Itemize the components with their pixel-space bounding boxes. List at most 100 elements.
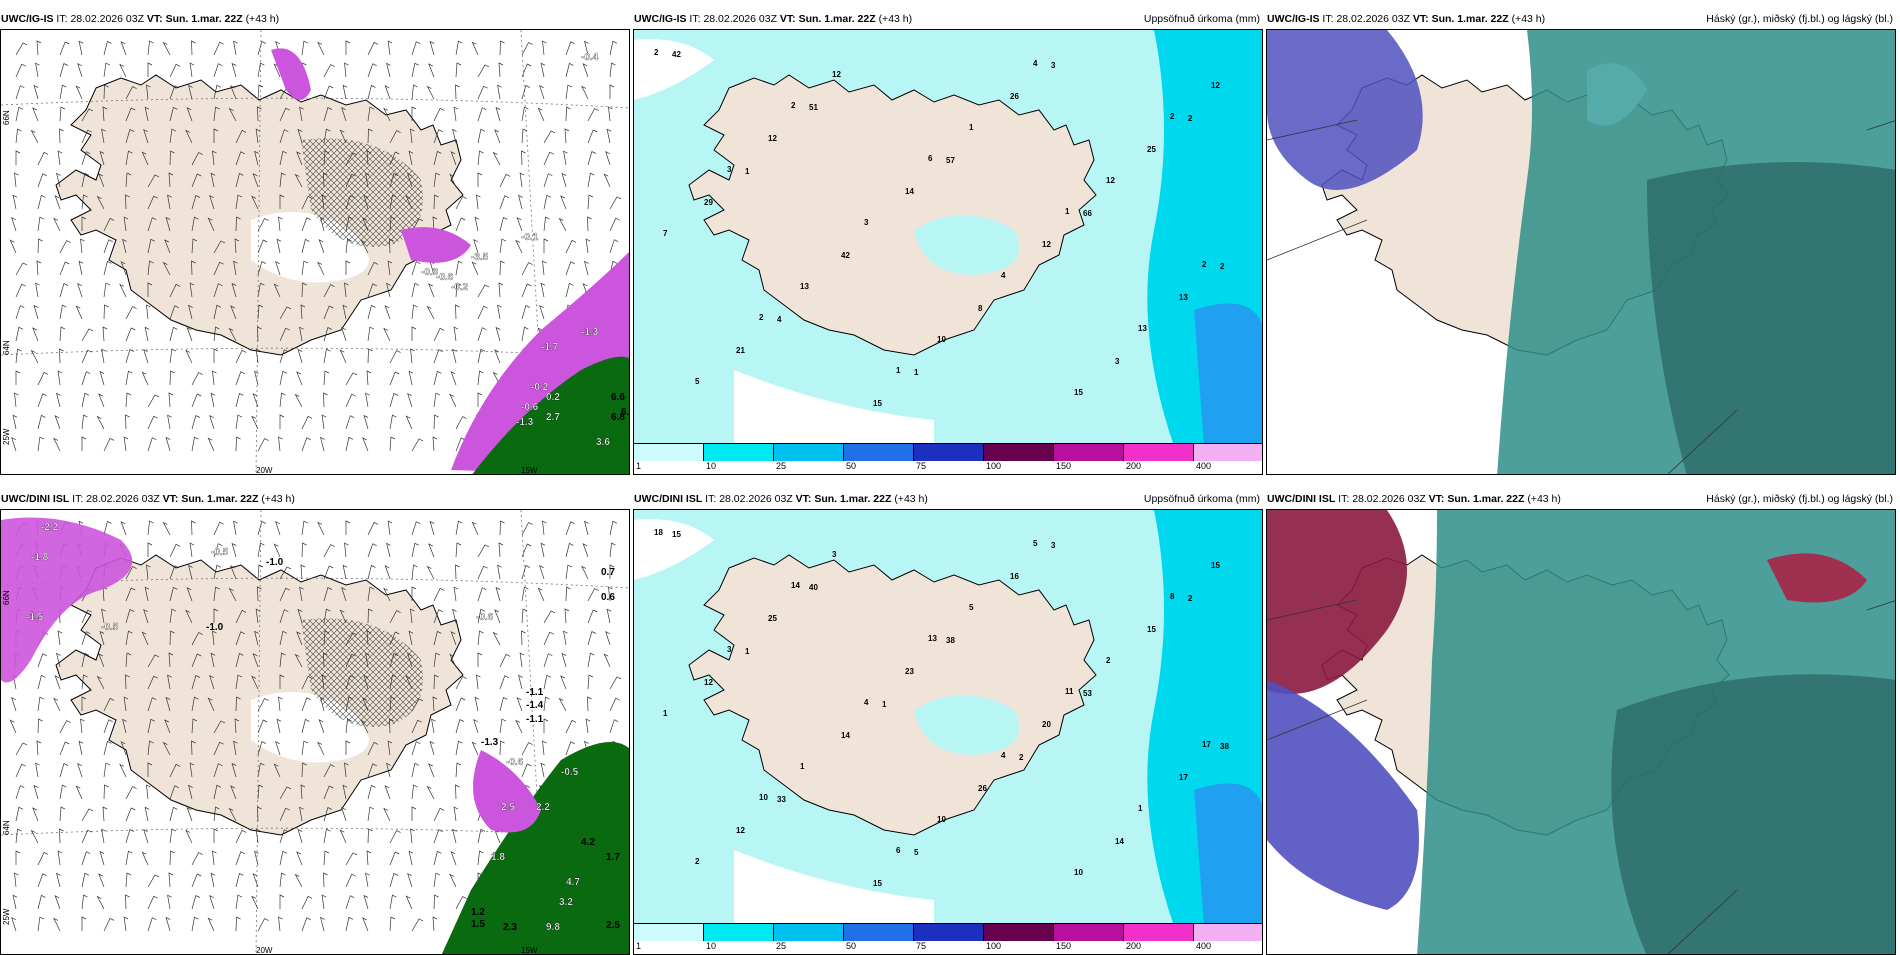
wind-barb <box>497 564 502 580</box>
wind-barb <box>59 282 69 298</box>
wind-barb <box>345 740 351 755</box>
wind-barb <box>188 564 193 580</box>
wind-barb <box>389 172 399 188</box>
wind-barb <box>276 718 282 734</box>
precip-value: 33 <box>777 795 786 804</box>
wind-barb <box>57 370 63 386</box>
wind-barb <box>30 129 39 144</box>
it-label: IT: <box>72 493 84 505</box>
panel-header: UWC/DINI ISL IT: 28.02.2026 03Z VT: Sun.… <box>633 490 1263 509</box>
wind-barb <box>15 283 26 298</box>
wind-barb <box>120 261 127 276</box>
colorbar-swatch <box>984 924 1054 941</box>
wind-barb <box>169 370 175 386</box>
wind-barb <box>342 304 348 320</box>
wind-barb <box>345 238 352 254</box>
wind-barb <box>473 719 479 734</box>
wind-barb <box>191 414 201 430</box>
wind-barb <box>213 720 226 734</box>
precip-value: 42 <box>672 50 681 59</box>
wind-barb <box>345 415 355 430</box>
wind-barb <box>587 609 598 624</box>
wind-barb <box>56 652 61 668</box>
valid-time: Sun. 1.mar. 22Z <box>814 493 892 505</box>
wind-barb <box>257 260 267 276</box>
wind-barb <box>169 543 181 558</box>
wind-barb <box>411 719 422 734</box>
wind-barb <box>609 62 616 78</box>
wind-barb <box>257 84 264 100</box>
wind-barb <box>212 630 217 646</box>
wind-barb <box>165 436 171 452</box>
init-time: 28.02.2026 03Z <box>70 13 144 25</box>
wind-barb <box>103 217 115 232</box>
temperature-label: -0.5 <box>561 767 579 778</box>
wind-barb <box>147 654 160 668</box>
colorbar-tick: 200 <box>1126 461 1142 471</box>
vt-label: VT: <box>1412 13 1429 25</box>
wind-barb <box>411 762 420 778</box>
wind-barb <box>251 195 259 210</box>
wind-barb <box>37 216 45 232</box>
wind-barb <box>428 543 435 558</box>
wind-barb <box>407 653 413 668</box>
colorbar-tick: 1 <box>636 941 642 951</box>
wind-barb <box>147 394 160 408</box>
temperature-label: 3.2 <box>559 897 573 908</box>
precip-value: 53 <box>1083 689 1092 698</box>
wind-barb <box>169 785 179 800</box>
wind-barb <box>345 173 356 188</box>
temperature-label: -0.2 <box>531 382 549 393</box>
wind-barb <box>367 564 376 580</box>
wind-barb <box>433 674 439 690</box>
wind-barb <box>103 784 109 800</box>
colorbar-tick: 150 <box>1056 461 1072 471</box>
wind-barb <box>235 414 243 430</box>
wind-barb <box>81 872 90 888</box>
precip-value: 1 <box>800 762 805 771</box>
wind-barb <box>429 740 435 756</box>
wind-barb <box>191 393 202 408</box>
temperature-label: 3.6 <box>596 437 610 448</box>
wind-barb <box>606 128 612 144</box>
wind-barb <box>301 260 309 276</box>
wind-barb <box>168 392 174 408</box>
wind-barb <box>37 414 46 430</box>
wind-barb <box>389 830 401 844</box>
wind-barb <box>455 40 463 56</box>
mid-cloud-shading <box>1587 63 1647 126</box>
wind-barb <box>235 652 244 668</box>
wind-barb <box>565 62 574 78</box>
wind-barb <box>455 896 467 910</box>
wind-barb <box>125 107 136 122</box>
precip-value: 20 <box>1042 720 1051 729</box>
wind-barb <box>323 544 335 558</box>
colorbar-tick: 25 <box>776 461 787 471</box>
wind-barb <box>543 173 553 188</box>
wind-barb <box>279 107 290 122</box>
wind-barb <box>213 608 219 623</box>
wind-barb <box>213 128 219 143</box>
wind-barb <box>59 304 67 320</box>
wind-barb <box>165 916 171 932</box>
wind-barb <box>275 741 281 756</box>
wind-barb <box>231 542 237 558</box>
iceland-landmass <box>688 554 1097 836</box>
wind-barb <box>389 130 401 144</box>
wind-barb <box>15 42 28 56</box>
wind-barb <box>81 172 90 188</box>
wind-barb <box>294 173 303 188</box>
wind-barb <box>542 520 547 536</box>
dry-area <box>634 39 714 100</box>
wind-barb <box>558 697 567 712</box>
wind-barb <box>477 587 487 602</box>
wind-barb <box>499 195 509 210</box>
wind-barb <box>188 784 193 800</box>
wind-barb <box>477 305 488 320</box>
wind-barb <box>317 41 325 56</box>
wind-barb <box>477 630 484 646</box>
graticule-label: 15W <box>521 946 538 955</box>
wind-barb <box>257 282 265 298</box>
wind-barb <box>147 437 157 452</box>
lead-time: (+43 h) <box>1527 493 1561 505</box>
